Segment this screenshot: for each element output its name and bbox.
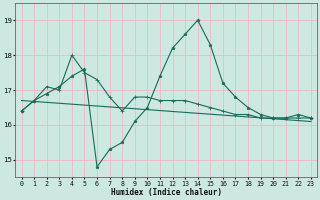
X-axis label: Humidex (Indice chaleur): Humidex (Indice chaleur) (111, 188, 222, 197)
